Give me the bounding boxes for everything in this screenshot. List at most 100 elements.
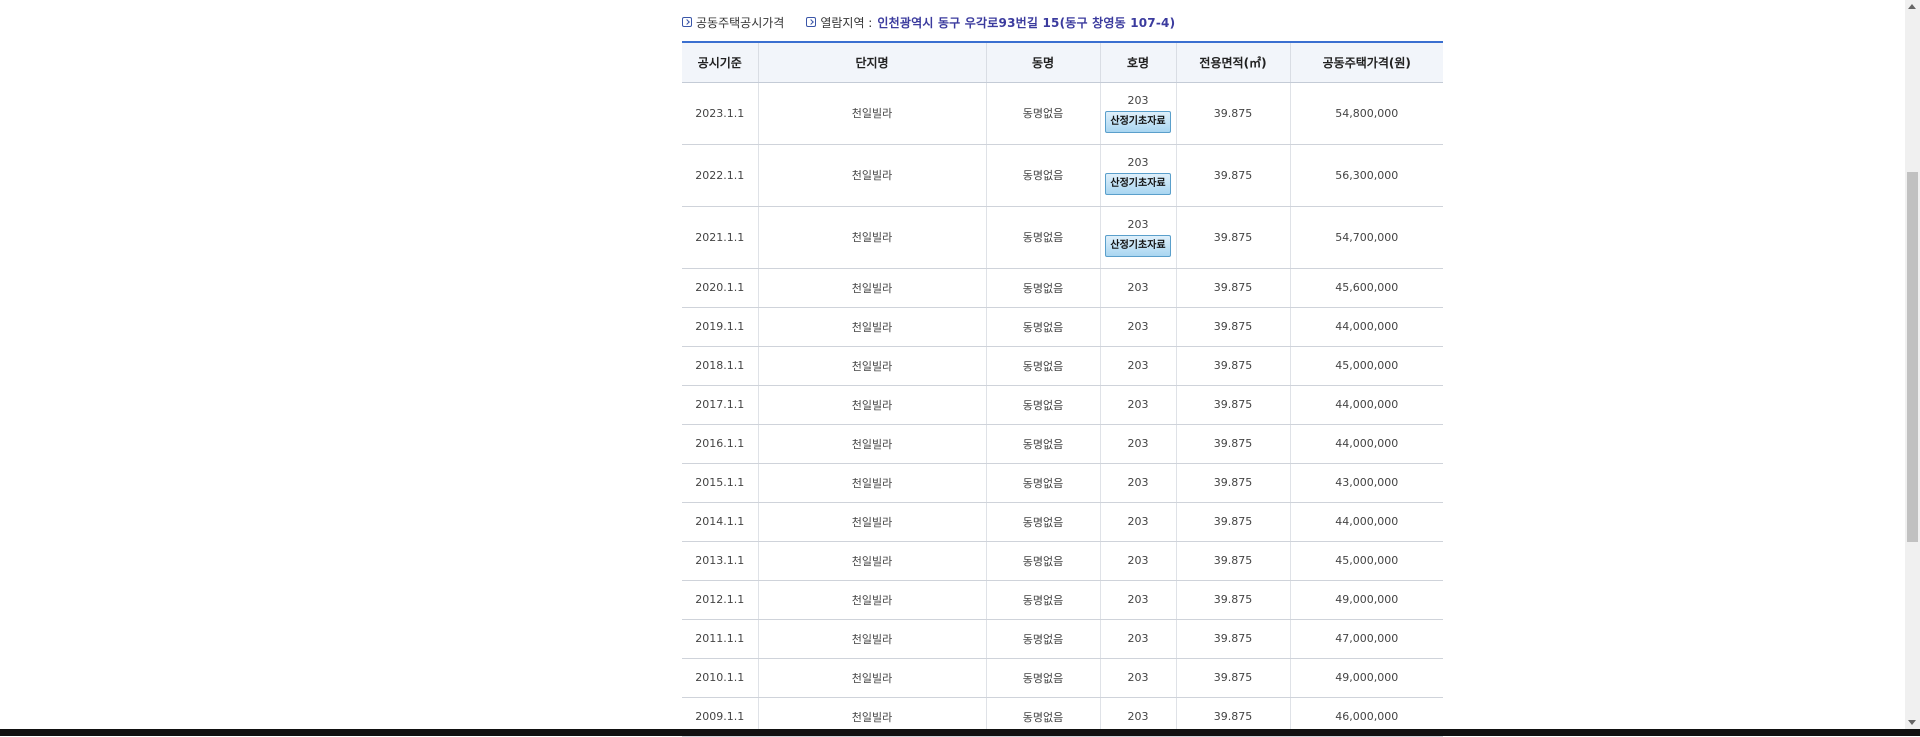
col-header-date: 공시기준 [682,41,758,83]
cell-area: 39.875 [1175,206,1290,269]
bullet-arrow-icon [806,17,817,27]
table-row: 2010.1.1 천일빌라 동명없음 203 39.875 49,000,000 [682,658,1443,698]
cell-complex: 천일빌라 [757,658,986,698]
calculation-basis-button[interactable]: 산정기초자료 [1105,110,1171,133]
cell-complex: 천일빌라 [757,346,986,386]
cell-dong: 동명없음 [985,463,1100,503]
cell-ho: 203 [1099,658,1176,698]
scroll-up-icon[interactable] [1908,4,1916,9]
cell-date: 2014.1.1 [682,502,758,542]
cell-date: 2011.1.1 [682,619,758,659]
table-header-row: 공시기준 단지명 동명 호명 전용면적(㎡) 공동주택가격(원) [682,41,1443,83]
cell-dong: 동명없음 [985,385,1100,425]
cell-complex: 천일빌라 [757,502,986,542]
cell-complex: 천일빌라 [757,307,986,347]
table-row: 2021.1.1 천일빌라 동명없음 203 산정기초자료 39.875 54,700,00… [682,206,1443,269]
cell-complex: 천일빌라 [757,385,986,425]
cell-area: 39.875 [1175,144,1290,207]
cell-complex: 천일빌라 [757,580,986,620]
scrollbar-thumb[interactable] [1907,172,1918,542]
cell-area: 39.875 [1175,346,1290,386]
cell-price: 54,800,000 [1289,82,1443,145]
cell-ho: 203 [1099,619,1176,659]
cell-ho: 203 [1099,502,1176,542]
cell-complex: 천일빌라 [757,206,986,269]
cell-ho: 203 [1099,580,1176,620]
cell-dong: 동명없음 [985,346,1100,386]
cell-ho: 203 산정기초자료 [1099,144,1176,207]
cell-dong: 동명없음 [985,580,1100,620]
cell-area: 39.875 [1175,82,1290,145]
cell-price: 47,000,000 [1289,619,1443,659]
section-title: 공동주택공시가격 [696,15,785,30]
cell-ho: 203 산정기초자료 [1099,82,1176,145]
cell-date: 2012.1.1 [682,580,758,620]
cell-price: 44,000,000 [1289,502,1443,542]
ho-number: 203 [1127,475,1149,489]
ho-number: 203 [1127,358,1149,372]
cell-price: 56,300,000 [1289,144,1443,207]
ho-number: 203 [1127,553,1149,567]
cell-price: 45,000,000 [1289,541,1443,581]
cell-dong: 동명없음 [985,658,1100,698]
table-row: 2023.1.1 천일빌라 동명없음 203 산정기초자료 39.875 54,800,00… [682,82,1443,145]
cell-date: 2018.1.1 [682,346,758,386]
cell-date: 2020.1.1 [682,268,758,308]
cell-date: 2010.1.1 [682,658,758,698]
table-row: 2020.1.1 천일빌라 동명없음 203 39.875 45,600,000 [682,268,1443,308]
cell-dong: 동명없음 [985,424,1100,464]
calculation-basis-button[interactable]: 산정기초자료 [1105,234,1171,257]
table-body: 2023.1.1 천일빌라 동명없음 203 산정기초자료 39.875 54,800,00… [682,82,1443,737]
col-header-complex: 단지명 [757,41,986,83]
cell-price: 54,700,000 [1289,206,1443,269]
calculation-basis-button[interactable]: 산정기초자료 [1105,172,1171,195]
cell-area: 39.875 [1175,268,1290,308]
cell-date: 2015.1.1 [682,463,758,503]
ho-number: 203 [1127,631,1149,645]
cell-price: 44,000,000 [1289,307,1443,347]
col-header-price: 공동주택가격(원) [1289,41,1443,83]
cell-complex: 천일빌라 [757,268,986,308]
cell-complex: 천일빌라 [757,82,986,145]
cell-dong: 동명없음 [985,619,1100,659]
bullet-arrow-icon [682,17,692,27]
table-row: 2013.1.1 천일빌라 동명없음 203 39.875 45,000,000 [682,541,1443,581]
section-title-item: 공동주택공시가격 [682,14,784,31]
table-row: 2019.1.1 천일빌라 동명없음 203 39.875 44,000,000 [682,307,1443,347]
table-row: 2022.1.1 천일빌라 동명없음 203 산정기초자료 39.875 56,300,00… [682,144,1443,207]
table-row: 2014.1.1 천일빌라 동명없음 203 39.875 44,000,000 [682,502,1443,542]
table-row: 2018.1.1 천일빌라 동명없음 203 39.875 45,000,000 [682,346,1443,386]
ho-number: 203 [1127,670,1149,684]
ho-number: 203 [1127,397,1149,411]
table-row: 2012.1.1 천일빌라 동명없음 203 39.875 49,000,000 [682,580,1443,620]
cell-ho: 203 [1099,346,1176,386]
cell-date: 2017.1.1 [682,385,758,425]
cell-area: 39.875 [1175,502,1290,542]
cell-complex: 천일빌라 [757,424,986,464]
ho-number: 203 [1127,155,1149,169]
cell-price: 43,000,000 [1289,463,1443,503]
cell-dong: 동명없음 [985,82,1100,145]
cell-date: 2013.1.1 [682,541,758,581]
cell-area: 39.875 [1175,307,1290,347]
ho-number: 203 [1127,217,1149,231]
ho-number: 203 [1127,319,1149,333]
cell-dong: 동명없음 [985,541,1100,581]
cell-area: 39.875 [1175,580,1290,620]
table-row: 2016.1.1 천일빌라 동명없음 203 39.875 44,000,000 [682,424,1443,464]
cell-price: 45,000,000 [1289,346,1443,386]
ho-number: 203 [1127,93,1149,107]
ho-number: 203 [1127,514,1149,528]
scroll-down-icon[interactable] [1908,720,1916,725]
cell-complex: 천일빌라 [757,619,986,659]
vertical-scrollbar[interactable] [1905,0,1920,729]
col-header-ho: 호명 [1099,41,1176,83]
page-header: 공동주택공시가격 열람지역 : 인천광역시 동구 우각로93번길 15(동구 창… [682,13,1175,31]
ho-number: 203 [1127,709,1149,723]
ho-number: 203 [1127,592,1149,606]
ho-number: 203 [1127,280,1149,294]
price-table: 공시기준 단지명 동명 호명 전용면적(㎡) 공동주택가격(원) 2023.1.… [682,41,1443,737]
cell-dong: 동명없음 [985,206,1100,269]
cell-price: 49,000,000 [1289,658,1443,698]
cell-ho: 203 [1099,424,1176,464]
